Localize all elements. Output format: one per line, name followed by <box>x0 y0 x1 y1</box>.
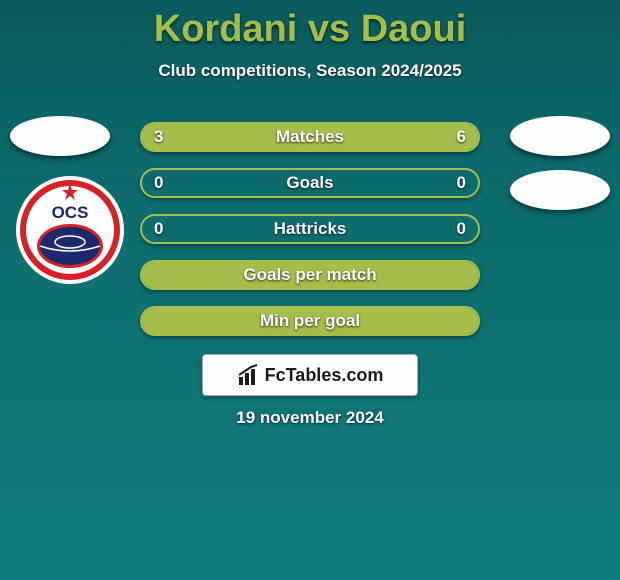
brand-box[interactable]: FcTables.com <box>202 354 418 396</box>
page-title: Kordani vs Daoui <box>0 0 620 51</box>
stat-label: Goals <box>142 170 478 196</box>
stat-right-value: 6 <box>457 124 466 150</box>
club-right-oval-1 <box>510 116 610 156</box>
stat-label: Matches <box>142 124 478 150</box>
stat-row-goals-per-match: Goals per match <box>140 260 480 290</box>
stat-label: Goals per match <box>142 262 478 288</box>
chart-icon <box>237 363 261 387</box>
stats-panel: 3 Matches 6 0 Goals 0 0 Hattricks 0 Goal… <box>140 122 480 352</box>
club-right-oval-2 <box>510 170 610 210</box>
stat-row-goals: 0 Goals 0 <box>140 168 480 198</box>
ocs-crest-icon: OCS <box>14 174 126 286</box>
stat-label: Hattricks <box>142 216 478 242</box>
stat-row-min-per-goal: Min per goal <box>140 306 480 336</box>
subtitle: Club competitions, Season 2024/2025 <box>0 61 620 81</box>
team-badge-left: OCS <box>14 174 126 286</box>
stat-label: Min per goal <box>142 308 478 334</box>
stat-right-value: 0 <box>457 216 466 242</box>
date-text: 19 november 2024 <box>0 408 620 428</box>
stat-right-value: 0 <box>457 170 466 196</box>
stat-row-matches: 3 Matches 6 <box>140 122 480 152</box>
badge-text: OCS <box>52 203 89 222</box>
brand-text: FcTables.com <box>265 365 384 386</box>
club-left-oval <box>10 116 110 156</box>
stat-row-hattricks: 0 Hattricks 0 <box>140 214 480 244</box>
